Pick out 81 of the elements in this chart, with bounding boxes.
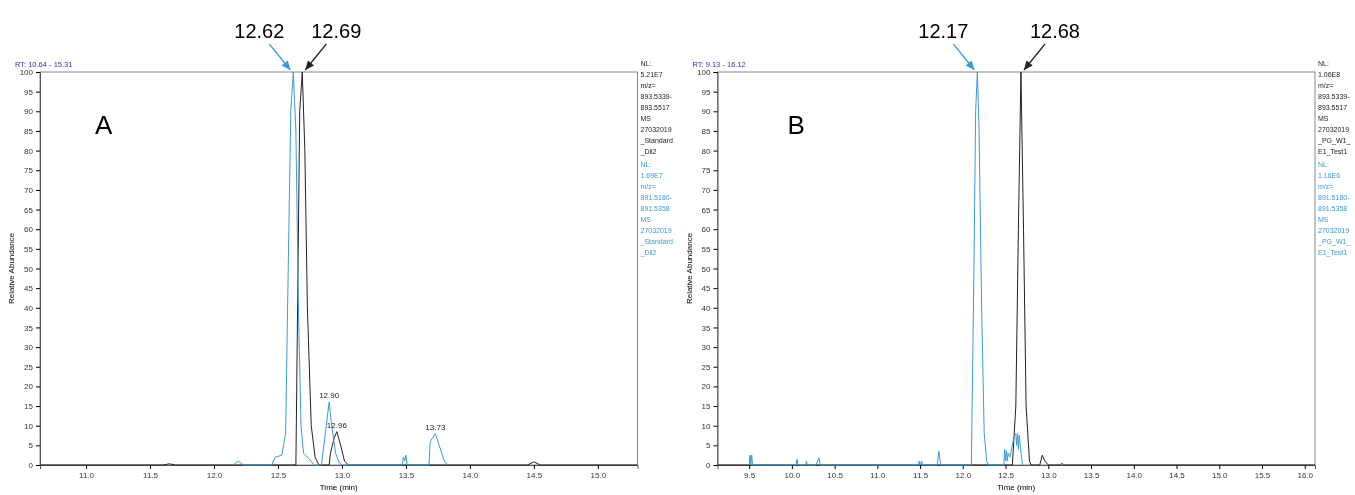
annotation: 12.96 <box>326 420 348 430</box>
y-tick-label: 85 <box>24 127 34 137</box>
y-tick-label: 95 <box>701 87 712 97</box>
annotation: 13.73 <box>425 422 446 432</box>
x-tick-label: 11.0 <box>870 470 886 480</box>
y-tick-label: 0 <box>706 461 712 471</box>
annotation: 12.90 <box>319 391 340 401</box>
x-tick-label: 15.5 <box>1254 470 1271 480</box>
x-tick-label: 10.5 <box>827 470 844 480</box>
y-tick-label: 35 <box>24 323 34 333</box>
x-tick-label: 13.0 <box>334 470 351 480</box>
annotation: 12.68 <box>1029 20 1080 42</box>
x-tick-label: 14.5 <box>526 470 543 480</box>
y-tick-label: 40 <box>701 303 712 313</box>
text: B <box>787 110 805 140</box>
x-tick-label: 14.0 <box>462 470 479 480</box>
y-tick-label: 25 <box>701 362 712 372</box>
line-series <box>748 71 1024 466</box>
y-tick-label: 55 <box>24 244 34 254</box>
y-tick-label: 0 <box>28 461 34 471</box>
y-tick-label: 75 <box>24 166 34 176</box>
x-tick-label: 11.0 <box>79 470 95 480</box>
y-tick-label: 10 <box>701 421 712 431</box>
x-tick-label: 16.0 <box>1297 470 1314 480</box>
y-tick-label: 20 <box>24 382 34 392</box>
y-tick-label: 25 <box>24 362 34 372</box>
line-series <box>39 71 638 466</box>
y-tick-label: 100 <box>697 68 712 78</box>
y-tick-label: 85 <box>701 127 712 137</box>
y-tick-label: 50 <box>701 264 712 274</box>
x-axis-title: Time (min) <box>997 483 1036 492</box>
y-tick-label: 65 <box>701 205 712 215</box>
y-tick-label: 35 <box>701 323 712 333</box>
y-tick-label: 80 <box>24 146 34 156</box>
x-tick-label: 15.0 <box>1211 470 1229 480</box>
annotation: 12.62 <box>234 20 285 42</box>
annotation: 12.69 <box>311 20 362 42</box>
y-tick-label: 15 <box>24 402 34 412</box>
y-axis-title: Relative Abundance <box>684 232 694 305</box>
x-tick-label: 13.0 <box>1041 470 1058 480</box>
y-tick-label: 70 <box>701 185 712 195</box>
y-tick-label: 5 <box>28 441 34 451</box>
y-tick-label: 60 <box>24 225 34 235</box>
y-tick-label: 90 <box>701 107 712 117</box>
y-tick-label: 40 <box>24 303 34 313</box>
x-tick-label: 12.5 <box>270 470 287 480</box>
line-series <box>232 71 449 466</box>
y-tick-label: 100 <box>19 68 34 78</box>
y-tick-label: 80 <box>701 146 712 156</box>
y-tick-label: 60 <box>701 225 712 235</box>
y-tick-label: 95 <box>24 87 34 97</box>
y-tick-label: 30 <box>701 343 712 353</box>
x-tick-label: 14.0 <box>1126 470 1143 480</box>
x-tick-label: 12.5 <box>998 470 1015 480</box>
y-tick-label: 50 <box>24 264 34 274</box>
y-tick-label: 10 <box>24 421 34 431</box>
y-tick-label: 5 <box>706 441 712 451</box>
annotation: 12.17 <box>918 20 969 42</box>
x-tick-label: 12.0 <box>955 470 972 480</box>
x-axis-title: Time (min) <box>319 483 359 492</box>
y-tick-label: 75 <box>701 166 712 176</box>
x-tick-label: 14.5 <box>1169 470 1186 480</box>
y-tick-label: 15 <box>701 402 712 412</box>
y-tick-label: 65 <box>24 205 34 215</box>
x-tick-label: 15.0 <box>590 470 607 480</box>
x-tick-label: 10.0 <box>784 470 801 480</box>
x-tick-label: 9.5 <box>744 470 756 480</box>
y-tick-label: 45 <box>701 284 712 294</box>
y-tick-label: 20 <box>701 382 712 392</box>
x-tick-label: 12.0 <box>206 470 223 480</box>
x-tick-label: 11.5 <box>143 470 159 480</box>
y-tick-label: 30 <box>24 343 34 353</box>
x-tick-label: 13.5 <box>1083 470 1100 480</box>
y-axis-title: Relative Abundance <box>7 232 16 305</box>
y-tick-label: 90 <box>24 107 34 117</box>
y-tick-label: 55 <box>701 244 712 254</box>
y-tick-label: 70 <box>24 185 34 195</box>
text: A <box>95 110 113 140</box>
x-tick-label: 11.5 <box>913 470 929 480</box>
y-tick-label: 45 <box>24 284 34 294</box>
x-tick-label: 13.5 <box>398 470 415 480</box>
